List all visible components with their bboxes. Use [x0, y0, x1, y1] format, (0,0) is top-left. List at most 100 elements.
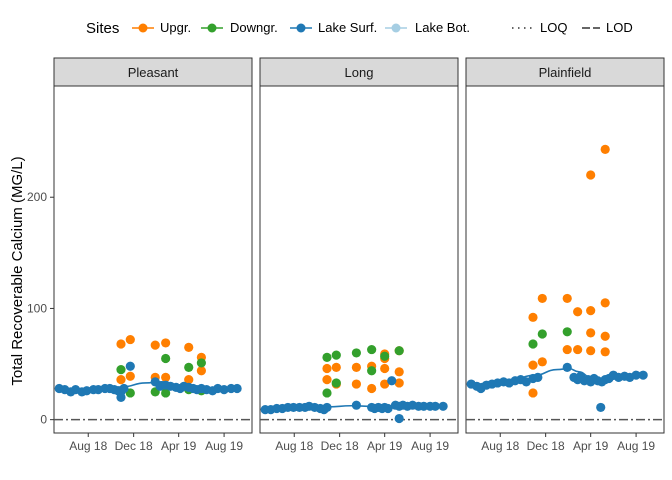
trend-line-lake-surf	[265, 404, 444, 410]
x-tick-label: Aug 18	[275, 439, 313, 453]
data-point-upgr	[537, 293, 547, 304]
data-point-downgr	[161, 388, 171, 398]
data-point-upgr	[394, 378, 404, 388]
legend-label-lake-bot: Lake Bot.	[415, 20, 470, 35]
data-point-upgr	[380, 379, 390, 389]
data-point-upgr	[537, 357, 547, 367]
data-point-upgr	[322, 363, 332, 374]
data-point-downgr	[562, 327, 572, 337]
data-point-downgr	[367, 366, 377, 376]
data-point-lake-surf	[596, 402, 606, 413]
legend-swatch-lake-bot	[391, 23, 401, 33]
data-point-upgr	[528, 388, 538, 398]
series-downgr	[322, 344, 404, 398]
x-tick-label: Aug 18	[69, 439, 107, 453]
data-point-upgr	[196, 366, 206, 376]
legend-swatch-lake-surf	[296, 23, 306, 33]
data-point-downgr	[331, 350, 341, 360]
data-point-downgr	[394, 346, 404, 356]
data-point-upgr	[116, 375, 126, 385]
panel-strip-label: Pleasant	[128, 65, 179, 80]
data-point-upgr	[394, 367, 404, 377]
data-point-downgr	[161, 353, 171, 364]
data-point-downgr	[322, 352, 332, 362]
data-point-lake-surf	[638, 370, 648, 380]
legend-entry-downgr: Downgr.	[201, 20, 278, 35]
data-point-upgr	[351, 379, 361, 389]
panel-strip-label: Plainfield	[539, 65, 592, 80]
panel-plot-area	[259, 85, 459, 434]
trend-line-lake-surf	[59, 381, 238, 391]
x-tick-label: Apr 19	[161, 439, 197, 453]
series-downgr	[528, 327, 572, 349]
data-point-upgr	[600, 347, 610, 357]
data-point-upgr	[367, 383, 377, 394]
data-point-upgr	[586, 346, 596, 356]
legend-label-downgr: Downgr.	[230, 20, 278, 35]
data-point-upgr	[562, 293, 572, 304]
panel-strip	[259, 57, 459, 87]
data-point-upgr	[600, 298, 610, 308]
data-point-downgr	[367, 344, 377, 355]
data-point-lake-surf	[562, 362, 572, 372]
panel-strip	[53, 57, 253, 87]
data-point-upgr	[600, 331, 610, 341]
x-tick-label: Apr 19	[367, 439, 403, 453]
data-point-upgr	[322, 375, 332, 385]
data-point-upgr	[586, 328, 596, 338]
data-point-upgr	[331, 362, 341, 372]
data-point-upgr	[562, 344, 572, 355]
data-point-upgr	[573, 307, 583, 317]
legend-swatch-downgr	[207, 23, 217, 33]
y-tick-label: 0	[40, 413, 47, 427]
data-point-upgr	[150, 340, 160, 350]
panel-long: Long Aug 18 Dec 18 Apr 19 Aug 19	[259, 57, 459, 453]
data-point-upgr	[586, 306, 596, 316]
series-upgr	[116, 334, 206, 385]
data-point-upgr	[161, 372, 171, 382]
legend-entry-lod: LOD	[582, 20, 633, 35]
y-tick-label: 100	[27, 301, 47, 315]
legend-label-lod: LOD	[606, 20, 633, 35]
data-point-upgr	[161, 338, 171, 348]
data-point-downgr	[537, 329, 547, 339]
x-tick-label: Aug 19	[205, 439, 243, 453]
panel-pleasant: Pleasant Aug 18 Dec 18 Apr 19 Aug 19	[53, 57, 253, 453]
legend: Sites Upgr. Downgr. Lake Surf. Lake Bot.…	[86, 20, 633, 37]
facet-panels: Pleasant Aug 18 Dec 18 Apr 19 Aug 19 Long Aug …	[53, 57, 665, 453]
data-point-lake-surf	[119, 383, 129, 394]
data-point-lake-surf	[387, 376, 397, 386]
y-axis-ticks: 0 100 200	[27, 190, 54, 427]
data-point-upgr	[351, 362, 361, 372]
data-point-upgr	[573, 344, 583, 355]
data-point-downgr	[331, 378, 341, 388]
data-point-lake-surf	[394, 413, 404, 424]
legend-label-upgr: Upgr.	[160, 20, 191, 35]
data-point-downgr	[528, 339, 538, 349]
data-point-upgr	[528, 360, 538, 370]
x-tick-label: Dec 18	[321, 439, 359, 453]
data-point-upgr	[184, 375, 194, 385]
data-point-upgr	[125, 334, 135, 345]
legend-entry-upgr: Upgr.	[132, 20, 191, 35]
x-tick-label: Dec 18	[115, 439, 153, 453]
panel-strip-label: Long	[345, 65, 374, 80]
x-tick-label: Dec 18	[527, 439, 565, 453]
trend-line-lake-surf	[471, 367, 644, 386]
legend-title: Sites	[86, 20, 119, 37]
x-tick-label: Aug 18	[481, 439, 519, 453]
data-point-upgr	[586, 170, 596, 180]
legend-label-lake-surf: Lake Surf.	[318, 20, 377, 35]
data-point-upgr	[380, 363, 390, 374]
data-point-upgr	[184, 342, 194, 352]
panel-strip	[465, 57, 665, 87]
data-point-downgr	[184, 362, 194, 372]
legend-entry-lake-surf: Lake Surf.	[290, 20, 377, 35]
data-point-downgr	[351, 348, 361, 358]
x-tick-label: Apr 19	[573, 439, 609, 453]
series-upgr	[528, 144, 610, 398]
data-point-lake-surf	[125, 361, 135, 371]
x-tick-label: Aug 19	[617, 439, 655, 453]
legend-entry-loq: LOQ	[512, 20, 567, 35]
